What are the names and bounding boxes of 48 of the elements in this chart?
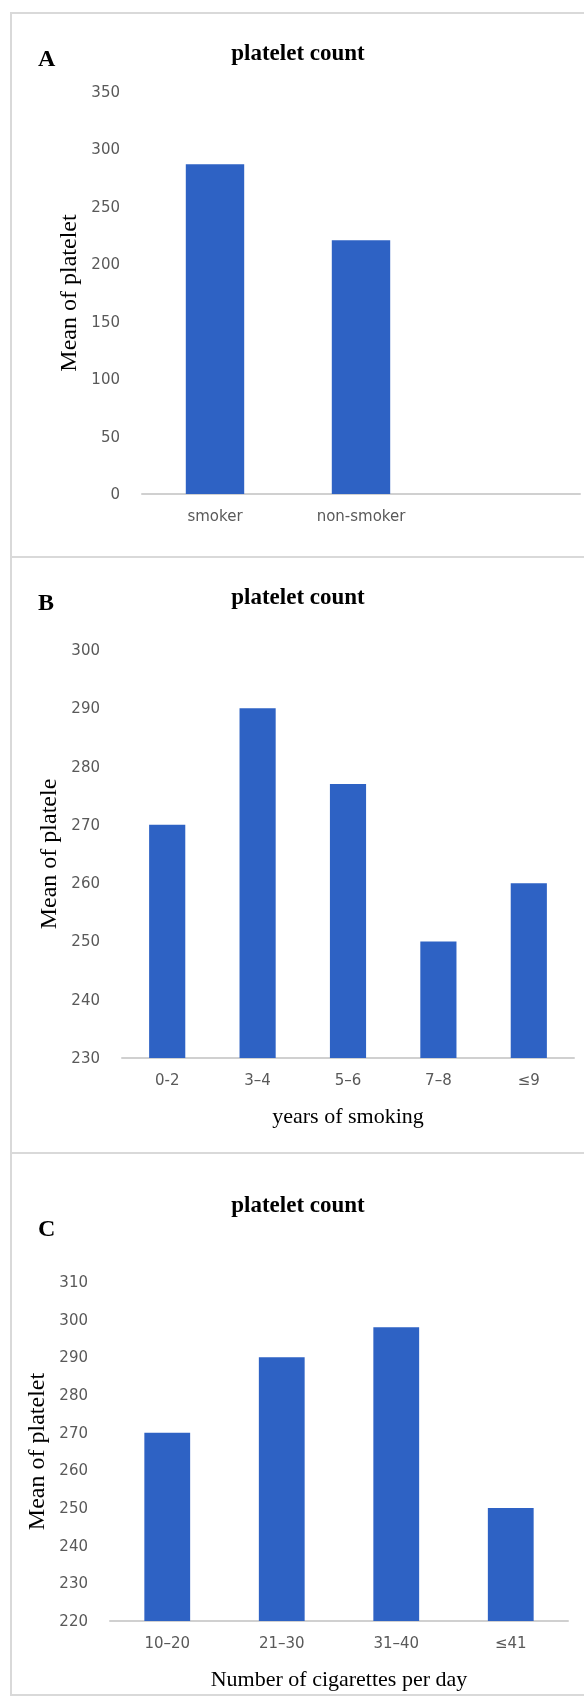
y-tick-label: 310 (59, 1273, 88, 1291)
x-tick-label: 21–30 (258, 1633, 305, 1652)
y-tick-label: 240 (71, 990, 100, 1009)
x-tick-label: 3–4 (244, 1070, 271, 1089)
x-axis-title: Number of cigarettes per day (210, 1665, 468, 1691)
x-tick-label: 31–40 (373, 1633, 420, 1652)
y-tick-label: 300 (71, 641, 100, 659)
y-tick-label: 250 (91, 197, 120, 216)
chart-title: platelet count (231, 584, 366, 609)
y-tick-label: 200 (91, 255, 120, 274)
y-tick-label: 250 (71, 932, 100, 951)
y-axis-title: Mean of platelet (23, 1372, 49, 1531)
y-tick-label: 220 (59, 1612, 88, 1630)
x-tick-label: 7–8 (425, 1070, 452, 1089)
y-tick-label: 280 (71, 757, 100, 776)
chart-title: platelet count (231, 40, 366, 65)
y-tick-label: 300 (59, 1310, 88, 1329)
x-tick-label: ≤41 (494, 1633, 527, 1652)
y-tick-label: 250 (59, 1499, 88, 1517)
y-tick-label: 260 (59, 1461, 88, 1480)
text: B (38, 589, 55, 615)
y-tick-label: 0 (110, 485, 120, 503)
y-axis-title: Mean of platelet (55, 214, 81, 372)
chart-title: platelet count (231, 1192, 366, 1217)
y-tick-label: 150 (91, 312, 120, 331)
x-tick-label: 0-2 (154, 1070, 180, 1089)
x-tick-label: non-smoker (316, 506, 407, 525)
y-tick-label: 300 (91, 140, 120, 159)
y-tick-label: 280 (59, 1386, 88, 1404)
y-tick-label: 290 (71, 699, 100, 718)
x-axis-title: years of smoking (272, 1102, 424, 1128)
y-tick-label: 260 (71, 874, 100, 893)
y-tick-label: 50 (100, 427, 120, 446)
x-tick-label: ≤9 (517, 1070, 540, 1089)
text: A (38, 45, 56, 71)
y-tick-label: 100 (91, 370, 120, 389)
y-tick-label: 230 (59, 1574, 88, 1593)
x-tick-label: 5–6 (334, 1070, 362, 1089)
x-tick-label: 10–20 (144, 1633, 191, 1652)
y-tick-label: 270 (59, 1423, 88, 1442)
y-tick-label: 350 (91, 83, 120, 101)
y-tick-label: 290 (59, 1348, 88, 1367)
y-tick-label: 230 (71, 1049, 100, 1067)
y-axis-title: Mean of platele (35, 778, 61, 930)
y-tick-label: 240 (59, 1536, 88, 1555)
x-tick-label: smoker (187, 506, 244, 525)
y-tick-label: 270 (71, 815, 100, 834)
text: C (38, 1215, 56, 1241)
